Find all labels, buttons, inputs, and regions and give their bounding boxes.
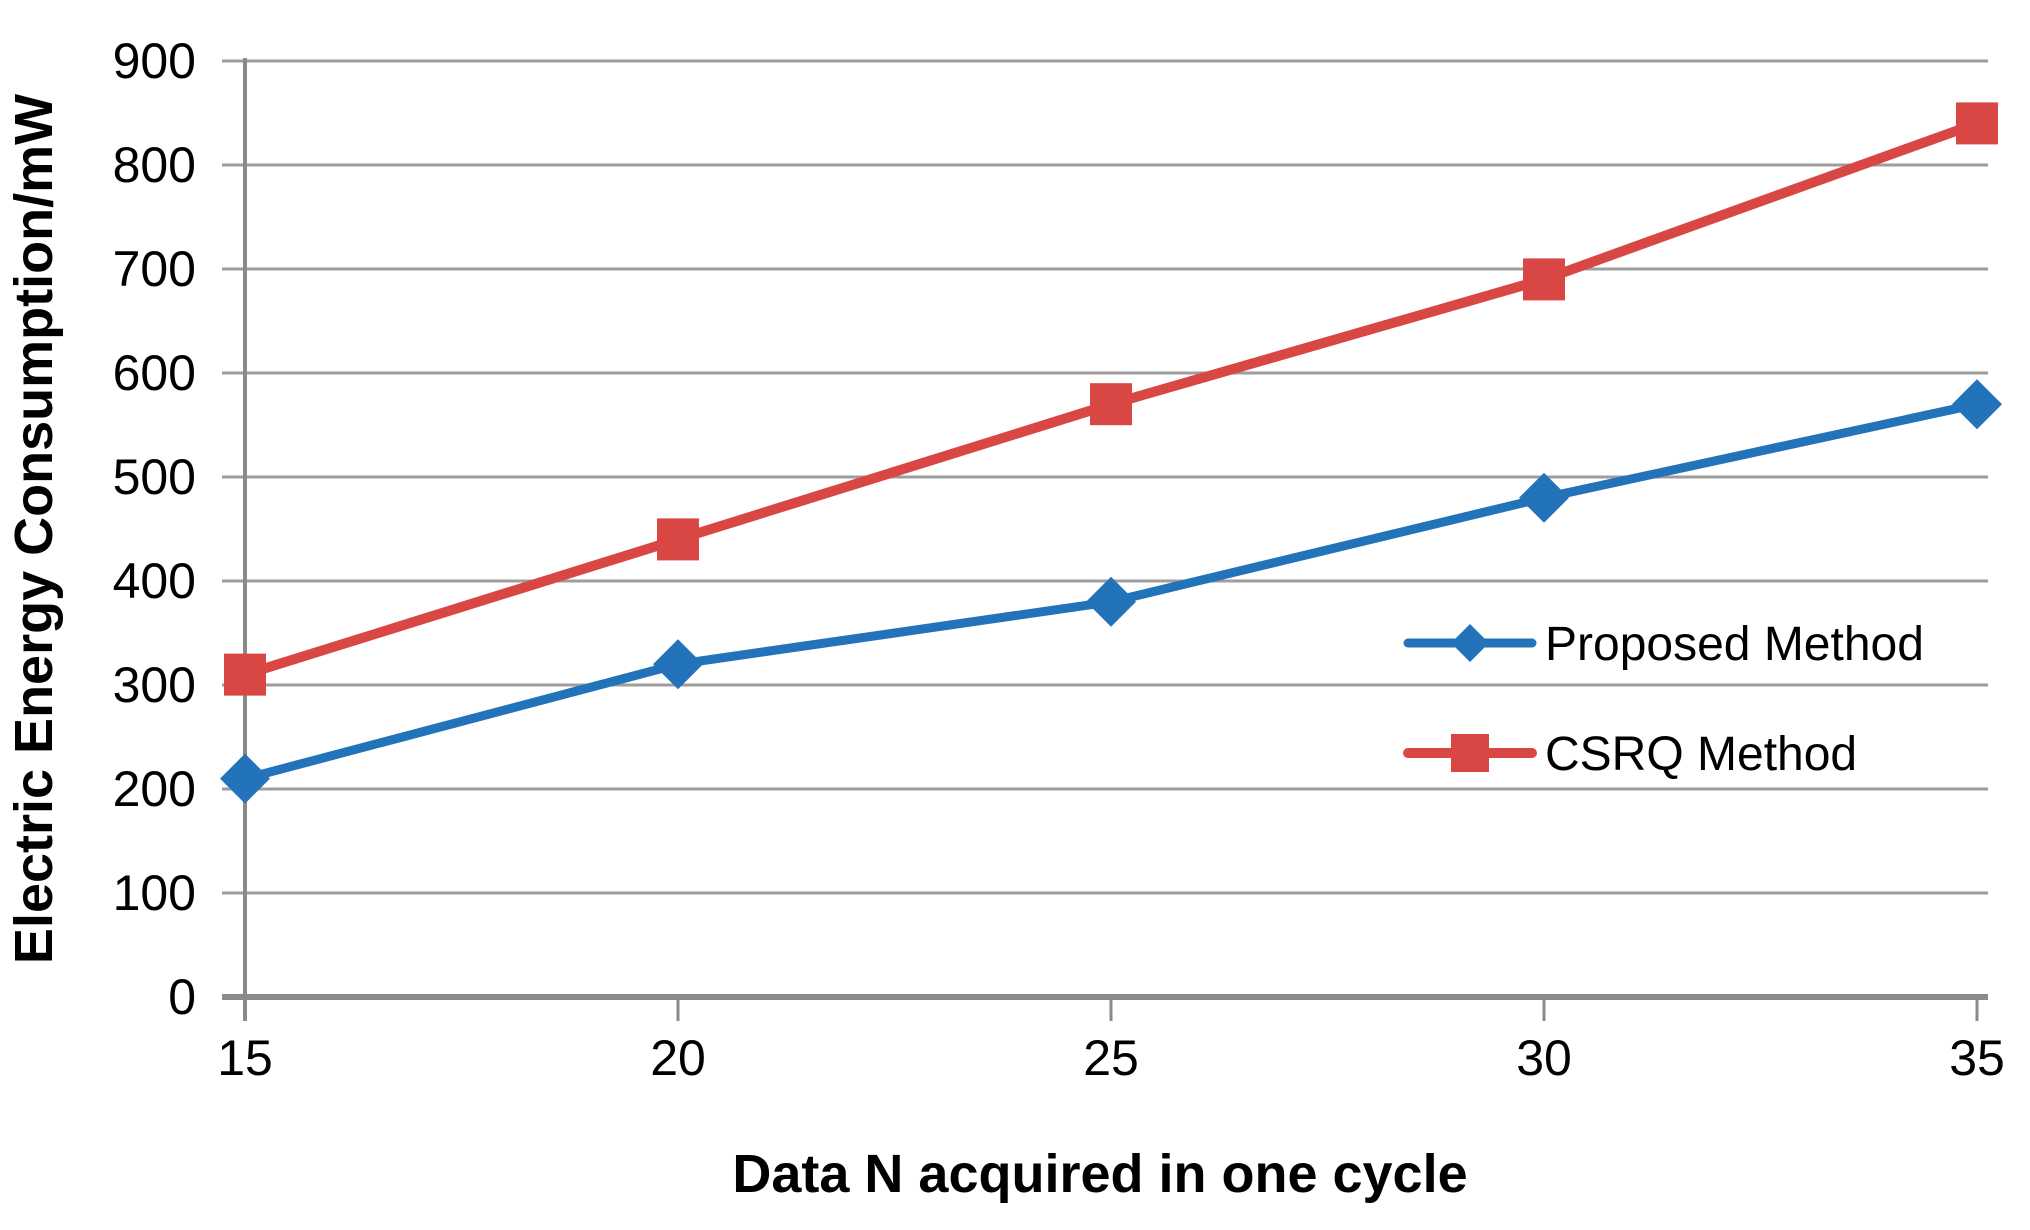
square-marker-s1-p3 xyxy=(1523,258,1565,301)
y-tick-label-600: 600 xyxy=(113,345,196,401)
square-marker-s1-p1 xyxy=(657,518,699,561)
y-axis-title: Electric Energy Consumption/mW xyxy=(4,94,64,964)
legend-label-1: CSRQ Method xyxy=(1545,728,1857,781)
square-marker-s1-p4 xyxy=(1956,102,1998,145)
y-tick-label-800: 800 xyxy=(113,137,196,193)
y-tick-label-700: 700 xyxy=(113,241,196,297)
square-marker-s1-p2 xyxy=(1090,383,1132,426)
y-tick-label-0: 0 xyxy=(168,969,196,1025)
legend-label-0: Proposed Method xyxy=(1545,618,1924,671)
x-tick-label-25: 25 xyxy=(1083,1030,1139,1086)
y-tick-labels: 0 100 200 300 400 500 600 700 800 900 xyxy=(113,33,196,1025)
y-tick-label-400: 400 xyxy=(113,553,196,609)
x-tick-label-35: 35 xyxy=(1949,1030,2005,1086)
diamond-marker-s0-p1 xyxy=(653,639,703,690)
square-marker-s1-p0 xyxy=(224,653,266,696)
y-tick-label-100: 100 xyxy=(113,865,196,921)
x-tick-label-30: 30 xyxy=(1516,1030,1572,1086)
y-tick-label-500: 500 xyxy=(113,449,196,505)
y-tick-label-900: 900 xyxy=(113,33,196,89)
data-series xyxy=(220,102,2002,804)
axes xyxy=(222,58,1988,1021)
x-tick-label-15: 15 xyxy=(217,1030,273,1086)
y-tick-label-200: 200 xyxy=(113,761,196,817)
diamond-marker-s0-p2 xyxy=(1086,576,1136,627)
x-tick-labels: 15 20 25 30 35 xyxy=(217,1030,2005,1086)
diamond-marker-s0-p3 xyxy=(1519,472,1569,523)
square-marker-legend-1 xyxy=(1451,734,1489,772)
gridlines xyxy=(222,59,1988,999)
diamond-marker-legend-0 xyxy=(1451,624,1489,662)
y-tick-label-300: 300 xyxy=(113,657,196,713)
x-axis-title: Data N acquired in one cycle xyxy=(732,1144,1467,1204)
legend: Proposed Method CSRQ Method xyxy=(1403,618,1924,781)
x-tick-label-20: 20 xyxy=(650,1030,706,1086)
diamond-marker-s0-p4 xyxy=(1952,379,2002,430)
diamond-marker-s0-p0 xyxy=(220,753,270,804)
